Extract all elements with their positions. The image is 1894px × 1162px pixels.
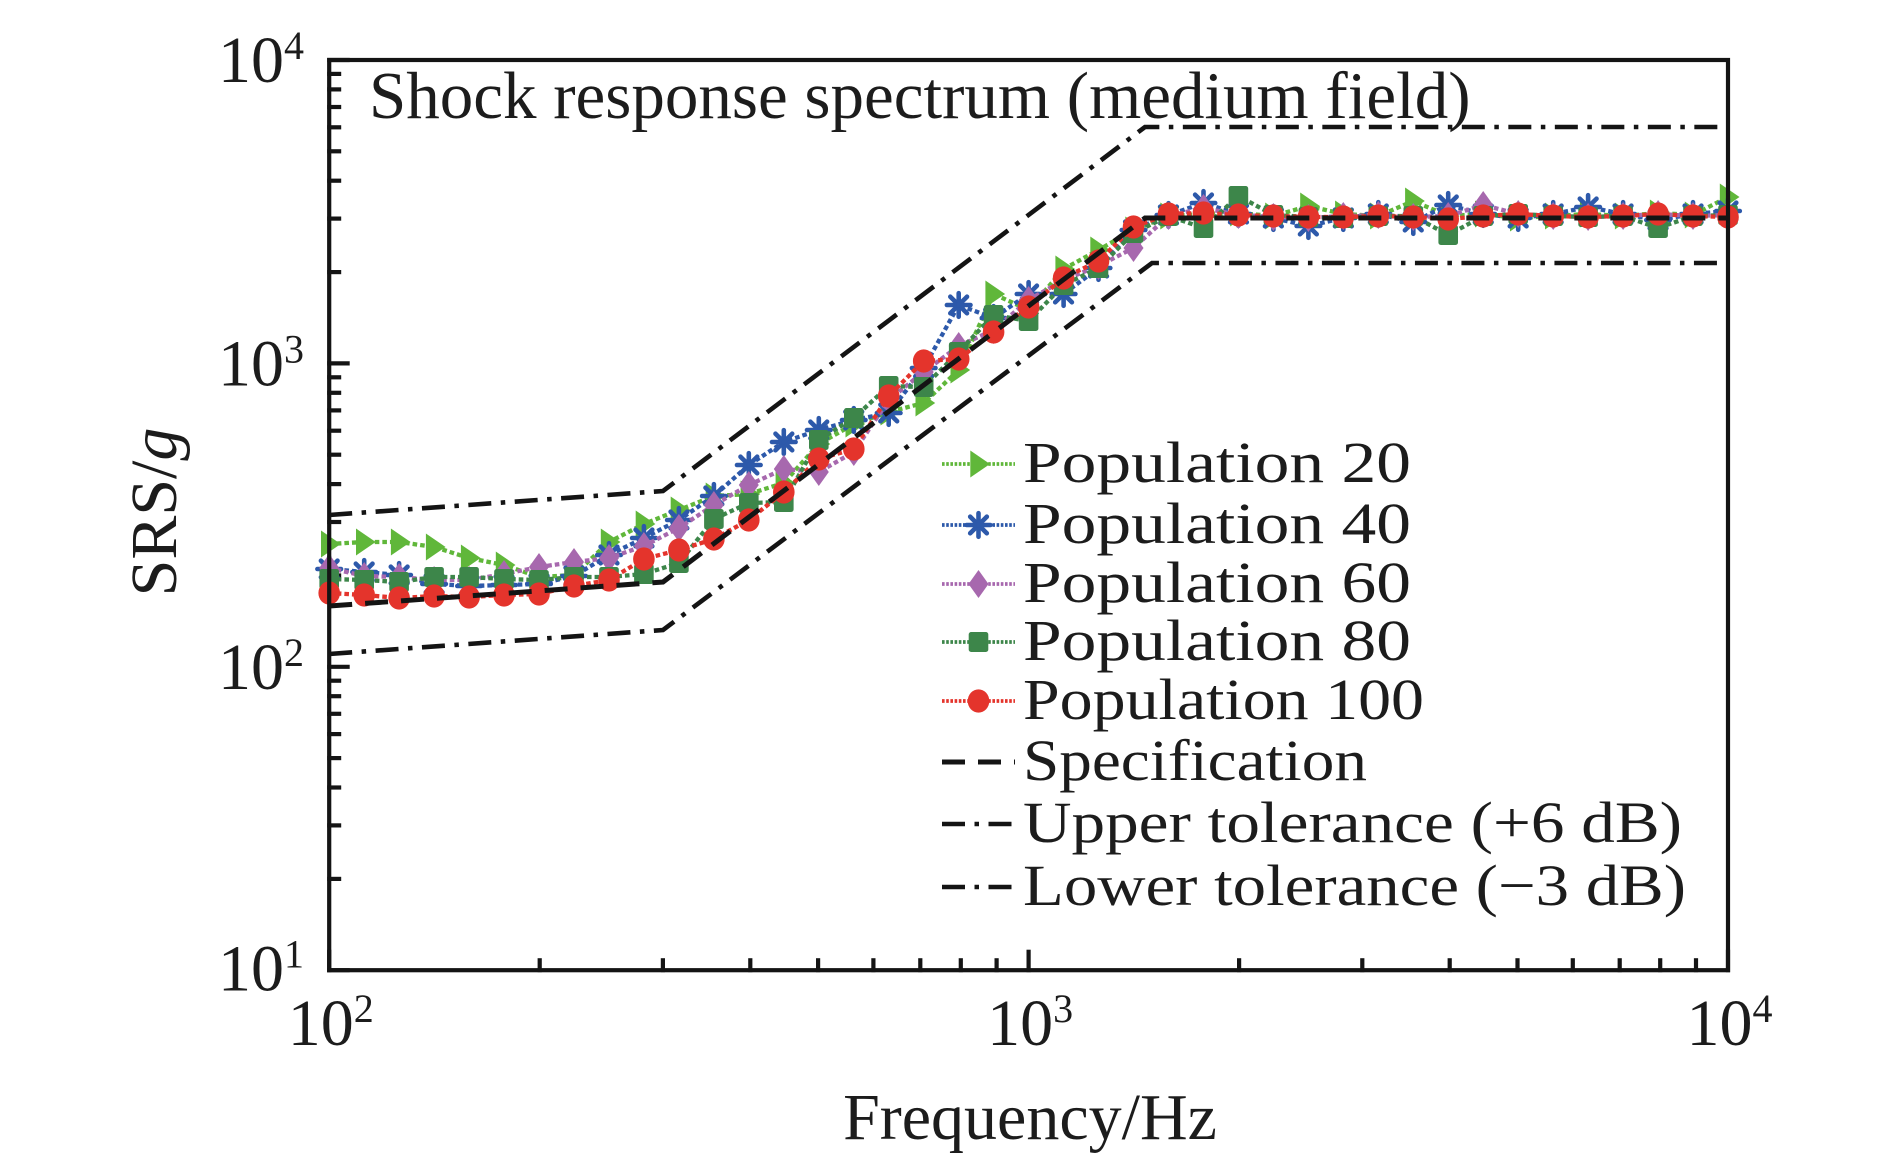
svg-text:Population 60: Population 60 [1023, 550, 1411, 615]
svg-text:101: 101 [218, 932, 304, 1006]
svg-text:Upper tolerance (+6 dB): Upper tolerance (+6 dB) [1023, 790, 1682, 855]
svg-text:Population 40: Population 40 [1023, 491, 1411, 556]
svg-text:Shock response spectrum (mediu: Shock response spectrum (medium field) [369, 59, 1471, 133]
svg-text:Population 20: Population 20 [1023, 430, 1411, 495]
svg-text:Population 100: Population 100 [1023, 667, 1424, 732]
svg-text:Lower tolerance (−3 dB): Lower tolerance (−3 dB) [1023, 853, 1686, 918]
svg-text:Population 80: Population 80 [1023, 608, 1411, 673]
svg-text:102: 102 [218, 630, 304, 704]
svg-text:Specification: Specification [1023, 728, 1367, 793]
svg-text:Frequency/Hz: Frequency/Hz [843, 1081, 1217, 1154]
svg-text:SRS/g: SRS/g [118, 428, 191, 597]
